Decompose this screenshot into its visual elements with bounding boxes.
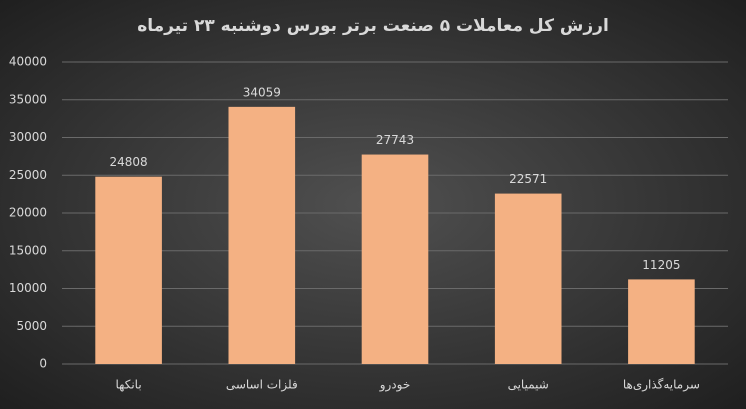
y-tick-label: 5000: [16, 319, 47, 333]
y-tick-label: 15000: [9, 243, 47, 257]
x-tick-label: سرمایه‌گذاری‌ها: [623, 378, 700, 393]
x-tick-label: بانکها: [116, 378, 142, 392]
y-tick-label: 25000: [9, 168, 47, 182]
y-tick-label: 35000: [9, 92, 47, 106]
bar: [228, 106, 296, 364]
y-tick-label: 30000: [9, 130, 47, 144]
y-tick-label: 10000: [9, 281, 47, 295]
bar: [494, 193, 562, 364]
bar: [95, 176, 162, 364]
data-label: 11205: [642, 258, 680, 272]
data-label: 27743: [376, 133, 414, 147]
data-label: 34059: [243, 85, 281, 99]
data-label: 22571: [509, 172, 547, 186]
x-tick-label: فلزات اساسی: [226, 378, 298, 393]
x-tick-label: شیمیایی: [508, 378, 549, 392]
chart-title: ارزش کل معاملات ۵ صنعت برتر بورس دوشنبه …: [137, 16, 609, 36]
y-tick-label: 40000: [9, 55, 47, 69]
bar: [628, 279, 695, 364]
data-label: 24808: [110, 155, 148, 169]
x-tick-label: خودرو: [379, 378, 411, 393]
y-tick-label: 20000: [9, 206, 47, 220]
bar: [361, 154, 429, 364]
y-tick-label: 0: [39, 357, 47, 371]
